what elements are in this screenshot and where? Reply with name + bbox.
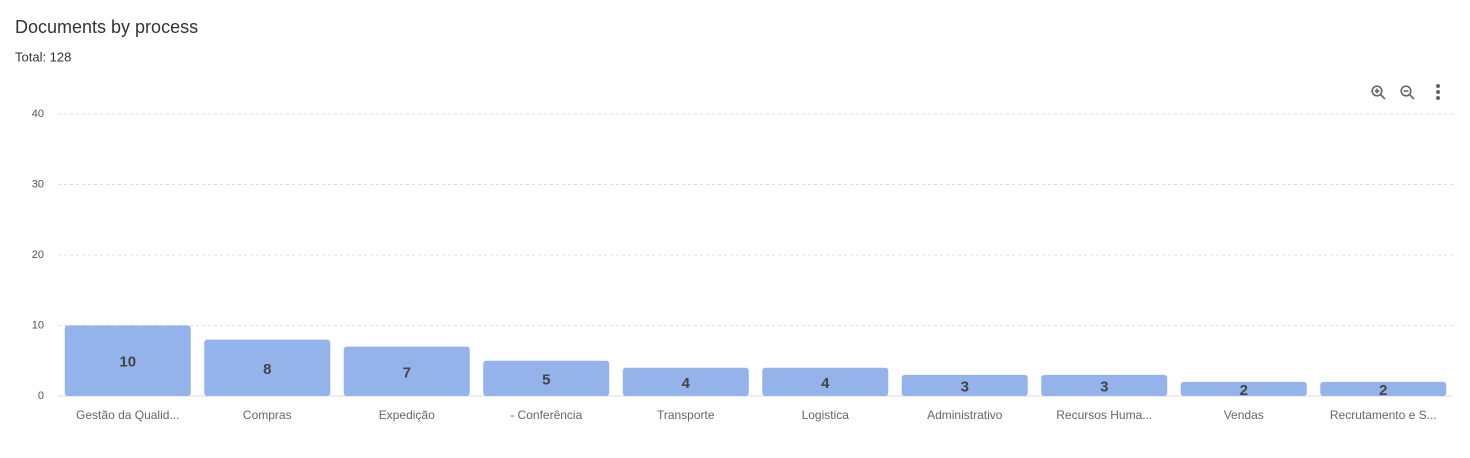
x-tick-label: Recrutamento e S... [1330,408,1437,422]
y-tick-label: 40 [32,108,44,120]
data-label: 3 [1100,378,1108,395]
data-label: 5 [542,371,550,388]
x-tick-label: Administrativo [927,408,1003,422]
data-label: 4 [821,375,830,392]
x-tick-label: Logistica [802,408,850,422]
y-tick-label: 20 [32,249,44,261]
y-tick-label: 30 [32,178,44,190]
bar [622,367,749,396]
bar [483,360,610,396]
x-tick-label: Compras [243,408,292,422]
data-label: 8 [263,361,271,378]
zoom-in-icon[interactable] [1371,85,1386,100]
chart-title: Documents by process [15,17,198,37]
chart-subtitle: Total: 128 [15,49,71,64]
data-label: 4 [682,375,691,392]
bar [901,374,1028,396]
bar [762,367,889,396]
data-label: 7 [403,364,411,381]
x-tick-label: - Conferência [510,408,582,422]
bar [64,325,191,396]
y-tick-label: 0 [38,390,44,402]
menu-icon[interactable] [1436,84,1440,100]
x-tick-label: Transporte [657,408,715,422]
data-label: 10 [119,354,136,371]
bar [1320,381,1447,396]
bar [1180,381,1307,396]
x-tick-label: Expedição [379,408,435,422]
data-label: 2 [1379,382,1387,399]
bar [343,346,470,396]
x-tick-label: Recursos Huma... [1056,408,1152,422]
y-tick-label: 10 [32,319,44,331]
zoom-out-icon[interactable] [1400,85,1415,100]
bar [204,339,331,396]
bar [1041,374,1168,396]
data-label: 3 [961,378,969,395]
x-tick-label: Vendas [1224,408,1264,422]
data-label: 2 [1240,382,1248,399]
x-tick-label: Gestão da Qualid... [76,408,179,422]
